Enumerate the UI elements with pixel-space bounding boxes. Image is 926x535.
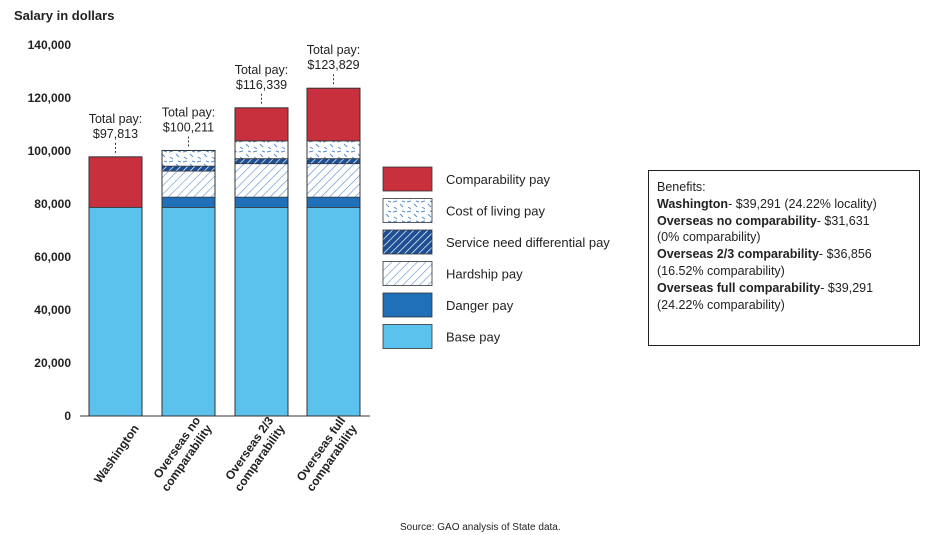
y-tick-label: 140,000 [28, 38, 72, 52]
bar-segment-base-pay [235, 207, 288, 416]
total-pay-caption: Total pay: [235, 63, 289, 77]
x-category-label: Washington [91, 422, 142, 486]
legend-swatch [382, 229, 433, 255]
total-pay-caption: Total pay: [89, 112, 143, 126]
benefit-sub: (0% comparability) [657, 230, 761, 245]
benefit-overseas-no: Overseas no comparability- $31,631 [657, 213, 919, 230]
y-tick-label: 80,000 [34, 197, 71, 211]
bar-segment-danger-pay [162, 197, 215, 208]
benefits-title: Benefits: [657, 180, 706, 194]
benefit-sub: (16.52% comparability) [657, 263, 785, 278]
y-tick-label: 0 [64, 409, 71, 423]
legend-label: Cost of living pay [446, 204, 545, 219]
source-note: Source: GAO analysis of State data. [400, 522, 561, 533]
y-tick-label: 100,000 [28, 144, 72, 158]
bar-segment-service-need-differential-pay [235, 158, 288, 164]
legend-swatch [382, 198, 433, 223]
legend: Comparability pay Cost of living pay Servi… [382, 166, 610, 349]
bar-outline [161, 149, 216, 417]
legend-swatch [382, 261, 433, 286]
total-pay-caption: Total pay: [307, 43, 361, 57]
bar-segment-base-pay [162, 207, 215, 416]
benefit-overseas-full: Overseas full comparability- $39,291 [657, 280, 919, 297]
benefit-value: - $39,291 (24.22% locality) [728, 196, 877, 211]
y-axis-title: Salary in dollars [14, 8, 114, 23]
bar-segment-hardship-pay [162, 171, 215, 198]
y-tick-label: 40,000 [34, 303, 71, 317]
benefit-name: Overseas 2/3 comparability [657, 247, 819, 262]
bar-segment-base-pay [89, 207, 142, 416]
bar-outline [234, 107, 289, 417]
legend-swatch [382, 166, 433, 192]
benefit-value: - $31,631 [816, 213, 870, 228]
bar-segment-hardship-pay [307, 163, 360, 198]
legend-label: Comparability pay [446, 172, 551, 187]
benefits-box: Benefits: Washington- $39,291 (24.22% lo… [648, 170, 920, 346]
y-tick-label: 120,000 [28, 91, 72, 105]
benefit-value: - $39,291 [820, 280, 874, 295]
bar-segment-cost-of-living-pay [235, 140, 288, 159]
benefit-overseas-two-thirds: Overseas 2/3 comparability- $36,856 [657, 246, 919, 263]
legend-label: Hardship pay [446, 267, 523, 282]
x-category-line: Washington [91, 422, 142, 486]
y-tick-label: 60,000 [34, 250, 71, 264]
benefit-sub: (24.22% comparability) [657, 297, 785, 312]
legend-label: Service need differential pay [446, 235, 610, 250]
legend-swatch [382, 324, 433, 349]
bar-segment-service-need-differential-pay [162, 166, 215, 172]
total-pay-value: $123,829 [307, 58, 359, 72]
total-pay-value: $116,339 [236, 78, 287, 92]
bars [88, 87, 361, 417]
benefit-name: Washington [657, 196, 729, 211]
benefit-name: Overseas no comparability [657, 213, 817, 228]
benefit-value: - $36,856 [818, 247, 872, 262]
legend-label: Danger pay [446, 298, 514, 313]
legend-label: Base pay [446, 330, 501, 345]
bar-segment-comparability-pay [89, 156, 142, 208]
y-tick-label: 20,000 [34, 356, 71, 370]
bar-segment-cost-of-living-pay [162, 150, 215, 167]
bar-segment-hardship-pay [235, 163, 288, 198]
bar-outline [88, 156, 143, 417]
legend-swatch [382, 292, 433, 318]
total-pay-value: $97,813 [93, 127, 138, 141]
bar-segment-comparability-pay [235, 107, 288, 141]
bar-segment-comparability-pay [307, 88, 360, 141]
bar-segment-base-pay [307, 207, 360, 416]
bar-segment-cost-of-living-pay [307, 140, 360, 159]
benefit-name: Overseas full comparability [657, 280, 821, 295]
bar-outline [306, 87, 361, 417]
total-pay-caption: Total pay: [162, 105, 216, 119]
bar-segment-danger-pay [307, 197, 360, 208]
benefit-washington: Washington- $39,291 (24.22% locality) [657, 196, 919, 213]
total-pay-value: $100,211 [163, 120, 214, 134]
bar-segment-danger-pay [235, 197, 288, 208]
bar-segment-service-need-differential-pay [307, 158, 360, 164]
